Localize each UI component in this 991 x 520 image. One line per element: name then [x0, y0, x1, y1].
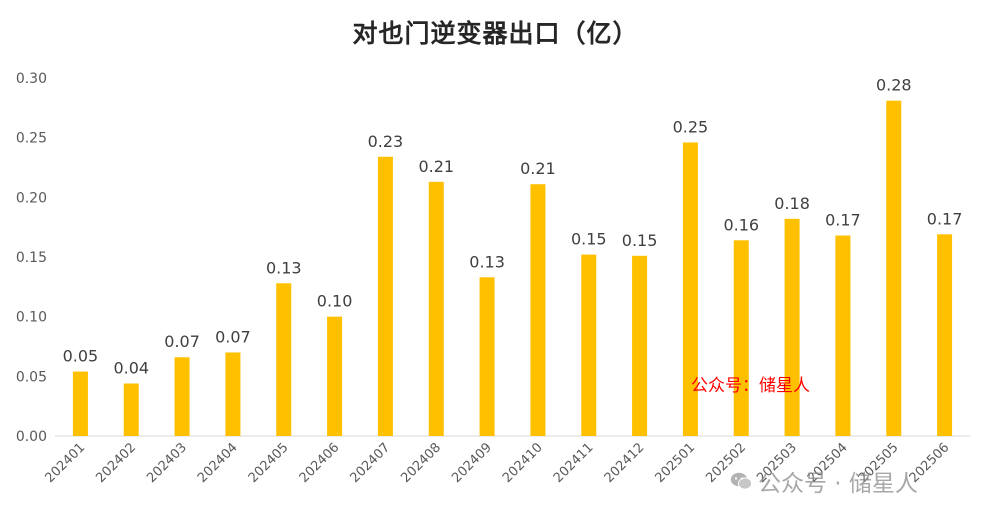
- data-label: 0.28: [876, 76, 912, 95]
- bar: [784, 218, 800, 436]
- bar: [174, 357, 190, 436]
- x-tick-label: 202408: [398, 440, 444, 486]
- data-label: 0.18: [774, 194, 810, 213]
- data-label: 0.17: [825, 211, 861, 230]
- data-label: 0.13: [469, 252, 505, 271]
- x-tick-label: 202410: [500, 440, 546, 486]
- data-label: 0.21: [520, 159, 556, 178]
- bar: [886, 100, 902, 436]
- wechat-watermark-text: 公众号 · 储星人: [758, 471, 918, 497]
- y-tick-label: 0.15: [16, 250, 47, 266]
- bar: [682, 142, 698, 436]
- bar: [479, 277, 495, 436]
- bar: [123, 383, 139, 436]
- data-label: 0.07: [164, 332, 200, 351]
- x-tick-label: 202407: [348, 440, 394, 486]
- bar: [581, 254, 597, 436]
- bar: [835, 235, 851, 436]
- y-tick-label: 0.00: [16, 429, 47, 445]
- y-tick-label: 0.05: [16, 369, 47, 385]
- bar: [72, 371, 88, 436]
- wechat-watermark: 公众号 · 储星人: [730, 464, 918, 498]
- x-tick-label: 202403: [144, 440, 190, 486]
- bar: [276, 283, 292, 436]
- bar: [327, 316, 343, 436]
- data-label: 0.25: [673, 117, 709, 136]
- data-label: 0.05: [63, 347, 99, 366]
- y-tick-label: 0.10: [16, 310, 47, 326]
- data-label: 0.23: [368, 132, 404, 151]
- bar: [225, 352, 241, 436]
- data-label: 0.04: [113, 358, 149, 377]
- red-watermark-text: 公众号：储星人: [691, 376, 810, 396]
- bar: [632, 255, 648, 436]
- data-label: 0.21: [418, 157, 454, 176]
- x-tick-label: 202501: [653, 440, 699, 486]
- x-tick-label: 202404: [195, 440, 241, 486]
- x-tick-label: 202409: [449, 440, 495, 486]
- bar: [530, 184, 546, 436]
- y-tick-label: 0.20: [16, 190, 47, 206]
- data-label: 0.16: [723, 215, 759, 234]
- data-label: 0.10: [317, 292, 353, 311]
- x-tick-label: 202412: [602, 440, 648, 486]
- data-label: 0.15: [622, 231, 658, 250]
- x-tick-label: 202405: [246, 440, 292, 486]
- x-tick-label: 202411: [551, 440, 597, 486]
- bar: [428, 181, 444, 436]
- data-label: 0.17: [927, 209, 963, 228]
- x-tick-label: 202401: [43, 440, 89, 486]
- wechat-logo-icon: [730, 472, 752, 490]
- bar: [937, 234, 953, 436]
- data-label: 0.07: [215, 327, 251, 346]
- y-tick-label: 0.25: [16, 131, 47, 147]
- y-tick-label: 0.30: [16, 71, 47, 87]
- chart-title: 对也门逆变器出口（亿）: [352, 19, 639, 48]
- data-label: 0.15: [571, 230, 607, 249]
- data-label: 0.13: [266, 258, 302, 277]
- x-tick-label: 202406: [297, 440, 343, 486]
- bar: [377, 156, 393, 436]
- bar: [733, 240, 749, 436]
- x-tick-label: 202402: [93, 440, 139, 486]
